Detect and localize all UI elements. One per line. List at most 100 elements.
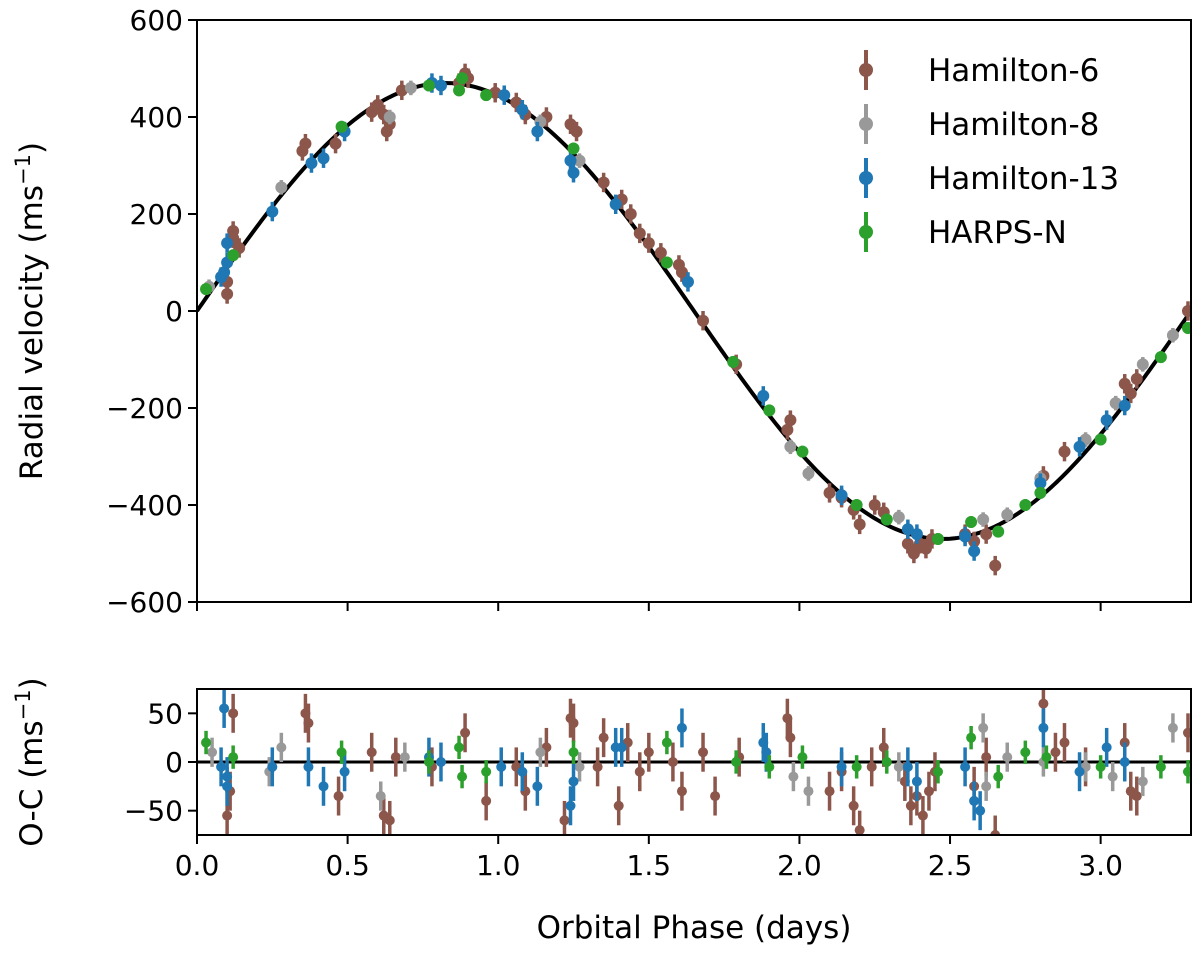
residual-point-hamilton-13 xyxy=(496,761,507,772)
rv-point-hamilton-6 xyxy=(1118,377,1131,390)
residual-point-hamilton-13 xyxy=(969,795,980,806)
rv-point-hamilton-6 xyxy=(675,266,688,279)
rv-point-harps-n xyxy=(1181,321,1191,334)
residual-point-hamilton-6 xyxy=(917,810,928,821)
y-tick-label: −50 xyxy=(124,795,183,828)
rv-point-hamilton-13 xyxy=(305,157,318,170)
legend: Hamilton-6 Hamilton-8 Hamilton-13 HARPS-N xyxy=(859,50,1119,252)
rv-point-hamilton-13 xyxy=(1100,414,1113,427)
rv-point-hamilton-6 xyxy=(907,547,920,560)
rv-point-hamilton-13 xyxy=(531,125,544,138)
rv-point-hamilton-6 xyxy=(597,176,610,189)
rv-point-hamilton-13 xyxy=(1034,477,1047,490)
y-tick-label: −400 xyxy=(106,489,183,522)
residual-point-harps-n xyxy=(993,771,1004,782)
rv-point-hamilton-6 xyxy=(1181,305,1191,317)
residual-point-hamilton-8 xyxy=(1107,771,1118,782)
rv-point-hamilton-13 xyxy=(317,152,330,165)
residual-point-hamilton-6 xyxy=(878,742,889,753)
rv-point-hamilton-6 xyxy=(868,499,881,511)
rv-point-hamilton-6 xyxy=(853,518,866,531)
residual-point-harps-n xyxy=(932,766,943,777)
residual-point-hamilton-6 xyxy=(634,766,645,777)
rv-point-hamilton-6 xyxy=(329,137,342,150)
residual-point-harps-n xyxy=(1155,761,1166,772)
rv-point-harps-n xyxy=(965,515,978,528)
residual-point-hamilton-8 xyxy=(893,761,904,772)
x-tick-label: 0.0 xyxy=(175,849,220,882)
residual-point-hamilton-13 xyxy=(1038,722,1049,733)
residual-point-hamilton-8 xyxy=(1167,722,1178,733)
residual-point-hamilton-6 xyxy=(848,800,859,811)
rv-point-harps-n xyxy=(660,256,673,269)
residual-point-hamilton-6 xyxy=(1059,737,1070,748)
legend-marker-dot xyxy=(859,171,873,185)
rv-point-harps-n xyxy=(796,445,809,458)
rv-point-harps-n xyxy=(850,499,863,511)
rv-point-hamilton-13 xyxy=(910,528,923,541)
rv-point-hamilton-6 xyxy=(227,224,240,237)
residual-point-harps-n xyxy=(228,752,239,763)
rv-point-hamilton-6 xyxy=(980,528,993,541)
residual-point-hamilton-6 xyxy=(333,791,344,802)
residual-point-hamilton-13 xyxy=(565,800,576,811)
residual-point-hamilton-13 xyxy=(1074,766,1085,777)
y-tick-label: −200 xyxy=(106,392,183,425)
residual-point-hamilton-13 xyxy=(216,761,227,772)
residual-point-hamilton-6 xyxy=(785,732,796,743)
x-tick-label: 3.0 xyxy=(1078,849,1123,882)
rv-point-hamilton-6 xyxy=(642,237,655,250)
legend-item-harps-n: HARPS-N xyxy=(859,212,1067,252)
rv-point-hamilton-8 xyxy=(1166,329,1179,342)
rv-series-harps-n xyxy=(200,72,1191,545)
residual-point-hamilton-6 xyxy=(228,708,239,719)
residual-point-harps-n xyxy=(1041,752,1052,763)
residual-point-harps-n xyxy=(851,761,862,772)
residual-point-hamilton-8 xyxy=(574,761,585,772)
rv-point-hamilton-6 xyxy=(299,137,312,150)
residual-point-hamilton-6 xyxy=(643,747,654,758)
residual-point-hamilton-6 xyxy=(222,810,233,821)
residual-point-hamilton-8 xyxy=(276,742,287,753)
residual-point-hamilton-6 xyxy=(613,800,624,811)
rv-point-hamilton-13 xyxy=(968,545,981,558)
residual-point-hamilton-8 xyxy=(375,791,386,802)
residual-point-hamilton-6 xyxy=(698,747,709,758)
residual-point-hamilton-6 xyxy=(366,747,377,758)
residual-series-hamilton-13 xyxy=(216,689,1130,831)
rv-point-harps-n xyxy=(1034,486,1047,499)
residual-point-hamilton-6 xyxy=(923,786,934,797)
rv-point-hamilton-13 xyxy=(1118,399,1131,412)
residual-point-harps-n xyxy=(481,766,492,777)
residual-point-hamilton-8 xyxy=(1002,752,1013,763)
residual-point-hamilton-13 xyxy=(517,766,528,777)
rv-point-hamilton-13 xyxy=(266,205,279,218)
residual-point-hamilton-6 xyxy=(1182,727,1191,738)
residual-point-harps-n xyxy=(764,761,775,772)
rv-point-hamilton-6 xyxy=(919,542,932,555)
residual-point-hamilton-13 xyxy=(975,805,986,816)
residual-point-harps-n xyxy=(661,737,672,748)
legend-item-hamilton-6: Hamilton-6 xyxy=(859,50,1099,90)
residual-point-hamilton-8 xyxy=(981,781,992,792)
rv-point-hamilton-13 xyxy=(1073,440,1086,453)
y-tick-label: 0 xyxy=(165,295,183,328)
residual-point-hamilton-6 xyxy=(592,761,603,772)
residual-point-hamilton-13 xyxy=(435,757,446,767)
legend-item-hamilton-13: Hamilton-13 xyxy=(859,158,1119,198)
rv-point-harps-n xyxy=(763,404,776,417)
residual-point-hamilton-6 xyxy=(390,752,401,763)
rv-point-hamilton-13 xyxy=(221,237,234,250)
rv-point-hamilton-6 xyxy=(989,559,1002,572)
rv-point-harps-n xyxy=(1154,351,1167,364)
rv-y-axis-label: Radial velocity (ms−1) xyxy=(11,142,50,480)
x-tick-label: 2.5 xyxy=(928,849,973,882)
rv-point-hamilton-13 xyxy=(567,166,580,179)
rv-point-hamilton-8 xyxy=(275,181,288,194)
rv-point-hamilton-6 xyxy=(633,227,646,240)
rv-point-hamilton-13 xyxy=(434,79,447,92)
rv-point-harps-n xyxy=(456,72,469,85)
residual-point-hamilton-6 xyxy=(905,800,916,811)
residual-series-hamilton-8 xyxy=(207,713,1178,811)
